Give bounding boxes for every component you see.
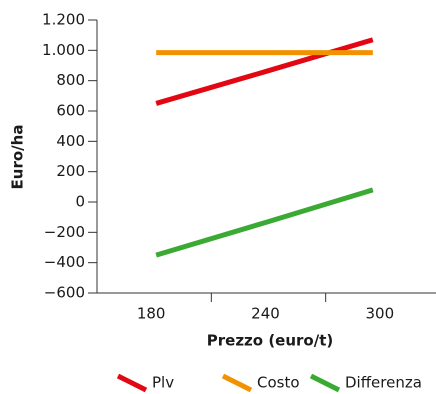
x-tick-label: 180 [137,305,166,323]
y-tick-label: −600 [44,284,85,302]
series-line [155,37,374,106]
legend-swatch [309,373,341,393]
x-tick-label: 300 [366,305,395,323]
y-tick-label: 1.200 [42,11,85,29]
y-tick-label: 0 [75,193,85,211]
y-tick-label: −200 [44,223,85,241]
legend-label: Plv [152,374,174,392]
x-axis-title: Prezzo (euro/t) [207,332,333,350]
y-tick-label: 800 [56,71,85,89]
y-tick-label: 600 [56,102,85,120]
series-line [155,187,374,258]
y-tick-label: 1.000 [42,41,85,59]
legend-label: Costo [257,374,300,392]
legend-swatch [116,373,148,393]
y-tick-label: −400 [44,253,85,271]
legend-swatch [221,373,253,393]
x-tick-label: 240 [251,305,280,323]
y-tick-label: 400 [56,132,85,150]
legend-label: Differenza [345,374,422,392]
y-tick-label: 200 [56,162,85,180]
y-axis-title: Euro/ha [9,125,27,190]
